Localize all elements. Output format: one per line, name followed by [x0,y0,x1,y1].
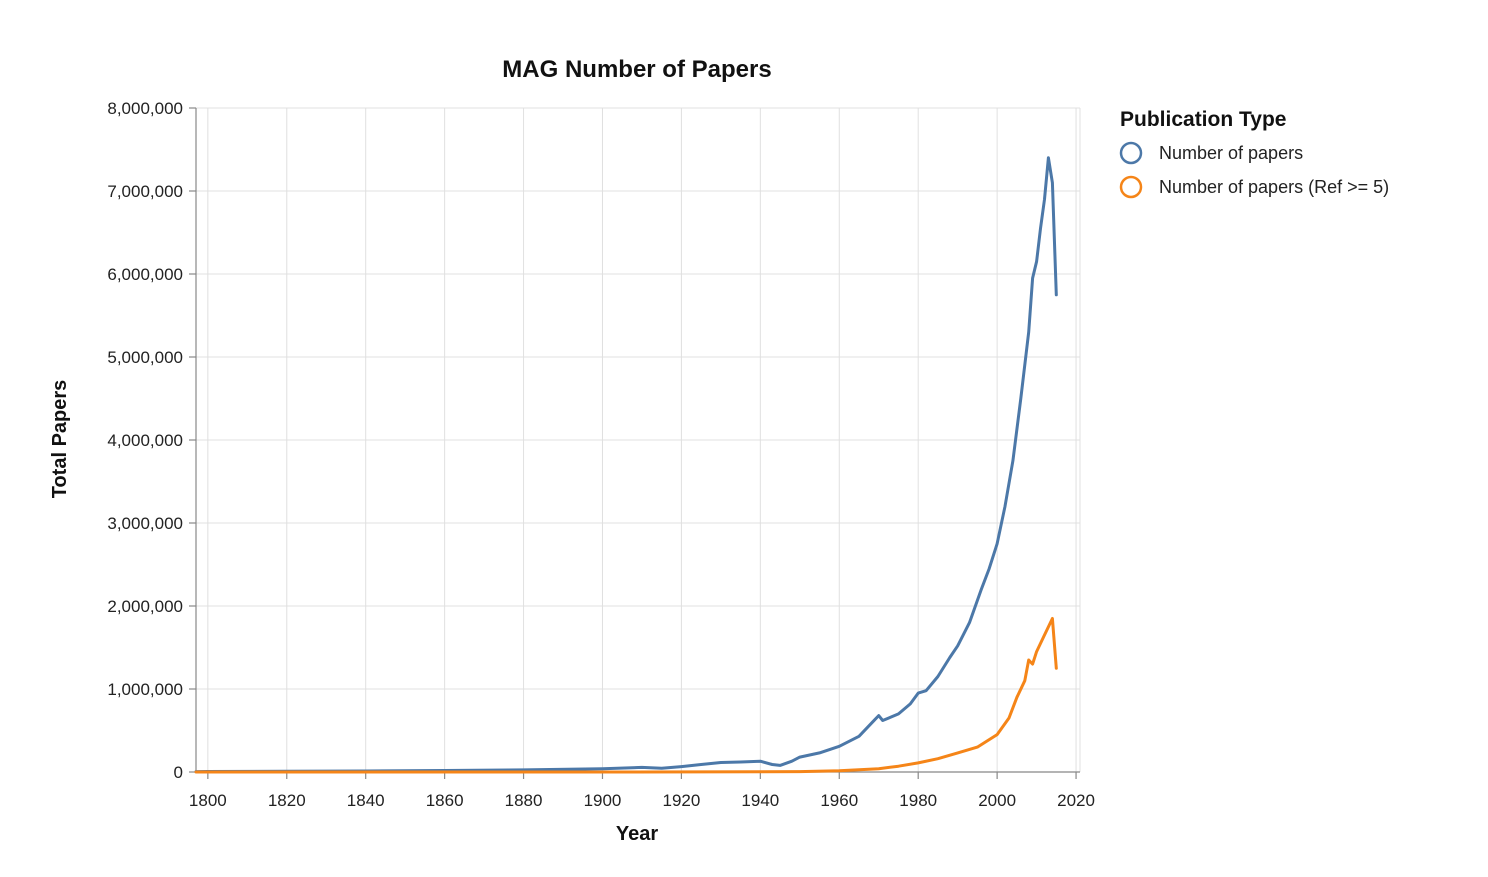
legend-circle-icon [1119,175,1143,199]
x-axis-title: Year [616,823,658,845]
x-axis-ticks: 1800 1820 1840 1860 1880 1900 1920 1940 1960 1980… [189,772,1095,810]
x-tick-label: 1940 [741,791,779,810]
y-tick-label: 7,000,000 [107,182,183,201]
legend-label: Number of papers [1159,143,1303,163]
legend-item-number-of-papers-ref5[interactable]: Number of papers (Ref >= 5) [1119,175,1389,199]
y-axis-ticks: 0 1,000,000 2,000,000 3,000,000 4,000,000 5,0… [107,99,196,782]
x-tick-label: 1800 [189,791,227,810]
y-tick-label: 1,000,000 [107,680,183,699]
chart-title: MAG Number of Papers [502,56,771,83]
legend: Publication Type Number of papers Number… [1119,108,1389,199]
x-tick-label: 1860 [426,791,464,810]
legend-title: Publication Type [1120,108,1286,131]
y-tick-label: 0 [174,763,183,782]
x-tick-label: 1980 [899,791,937,810]
legend-circle-icon [1119,141,1143,165]
grid [196,107,1081,773]
y-axis-title: Total Papers [49,380,71,499]
series-line-number-of-papers [194,156,1058,774]
x-tick-label: 1840 [347,791,385,810]
y-tick-label: 3,000,000 [107,514,183,533]
x-tick-label: 2020 [1057,791,1095,810]
series-line-number-of-papers-ref5 [194,617,1058,774]
x-tick-label: 1900 [584,791,622,810]
x-tick-label: 1960 [820,791,858,810]
legend-label: Number of papers (Ref >= 5) [1159,177,1389,197]
series-lines [194,156,1058,774]
x-tick-label: 2000 [978,791,1016,810]
y-tick-label: 6,000,000 [107,265,183,284]
y-tick-label: 8,000,000 [107,99,183,118]
x-tick-label: 1920 [662,791,700,810]
x-tick-label: 1880 [505,791,543,810]
y-tick-label: 4,000,000 [107,431,183,450]
legend-item-number-of-papers[interactable]: Number of papers [1119,141,1303,165]
y-tick-label: 2,000,000 [107,597,183,616]
y-tick-label: 5,000,000 [107,348,183,367]
x-tick-label: 1820 [268,791,306,810]
